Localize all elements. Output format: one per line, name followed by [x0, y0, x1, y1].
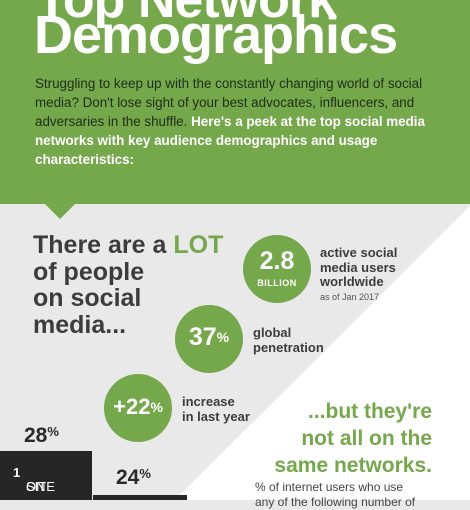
- stat-users-label-2: media users: [320, 259, 396, 275]
- headline-lot: There are a LOT of people on social medi…: [33, 232, 223, 338]
- intro-emphasis: Here's a peek at the top social media ne…: [35, 114, 425, 167]
- headline-line-2: of people: [33, 257, 145, 286]
- stat-penetration-label-2: penetration: [253, 339, 324, 355]
- one-site-post: SITE: [26, 479, 55, 494]
- two-site-bar: [93, 495, 187, 500]
- stat-increase-label-2: in last year: [182, 408, 250, 424]
- stat-circle-increase: +22%: [104, 374, 172, 442]
- usage-percent-28: 28%: [24, 424, 59, 448]
- one-site-pre: ON: [26, 479, 46, 494]
- stat-penetration-label: global penetration: [253, 325, 324, 355]
- networks-note: % of internet users who use any of the f…: [255, 480, 465, 510]
- stat-increase-label-1: increase: [182, 394, 235, 409]
- stat-users-unit: BILLION: [257, 278, 297, 288]
- headline-line-1a: There are a: [33, 231, 174, 259]
- stat-penetration-value: 37: [188, 323, 217, 351]
- stat-penetration-unit: %: [216, 329, 230, 345]
- networks-headline: ...but they're not all on the same netwo…: [234, 398, 432, 479]
- networks-line-2: not all on the: [301, 427, 432, 450]
- stat-penetration-label-1: global: [253, 325, 292, 340]
- stat-circle-penetration: 37%: [175, 305, 243, 373]
- networks-line-1: ...but they're: [307, 400, 432, 423]
- stat-users-label-3: worldwide: [320, 274, 384, 289]
- networks-note-2: any of the following number of: [255, 495, 416, 509]
- usage-percent-24: 24%: [116, 466, 151, 490]
- intro-plain: Struggling to keep up with the constantl…: [35, 76, 423, 129]
- headline-line-3: on social: [33, 284, 142, 312]
- usage-28-value: 28: [24, 424, 48, 447]
- page-title: Demographics: [34, 5, 398, 65]
- headline-lot-word: LOT: [173, 231, 224, 259]
- stat-increase-value-wrap: +22%: [104, 396, 172, 418]
- networks-note-1: % of internet users who use: [255, 480, 404, 494]
- intro-text: Struggling to keep up with the constantl…: [35, 74, 435, 169]
- stat-increase-value: +22: [113, 394, 151, 419]
- usage-24-unit: %: [139, 466, 151, 481]
- stat-users-label-1: active social: [320, 245, 398, 260]
- stat-users-label: active social media users worldwide: [320, 245, 398, 290]
- headline-line-4: media...: [33, 310, 127, 339]
- hero-banner: [0, 0, 470, 204]
- stat-users-note: as of Jan 2017: [320, 292, 380, 302]
- title-top-partial: Top Network: [36, 0, 337, 29]
- one-site-label: ON 1 SITE: [13, 465, 55, 494]
- hero-pointer: [44, 203, 76, 219]
- headline-line-1: There are a LOT: [33, 232, 223, 259]
- stat-penetration-value-wrap: 37%: [175, 325, 243, 350]
- stat-circle-users: 2.8 BILLION: [243, 235, 311, 303]
- usage-28-unit: %: [47, 424, 59, 439]
- one-site-bar: ON 1 SITE: [0, 451, 92, 500]
- stat-users-value: 2.8: [259, 247, 295, 275]
- usage-24-value: 24: [116, 466, 140, 489]
- stat-increase-label: increase in last year: [182, 394, 250, 424]
- networks-line-3: same networks.: [274, 454, 432, 477]
- one-site-num: 1: [13, 465, 21, 480]
- stat-increase-unit: %: [150, 399, 163, 415]
